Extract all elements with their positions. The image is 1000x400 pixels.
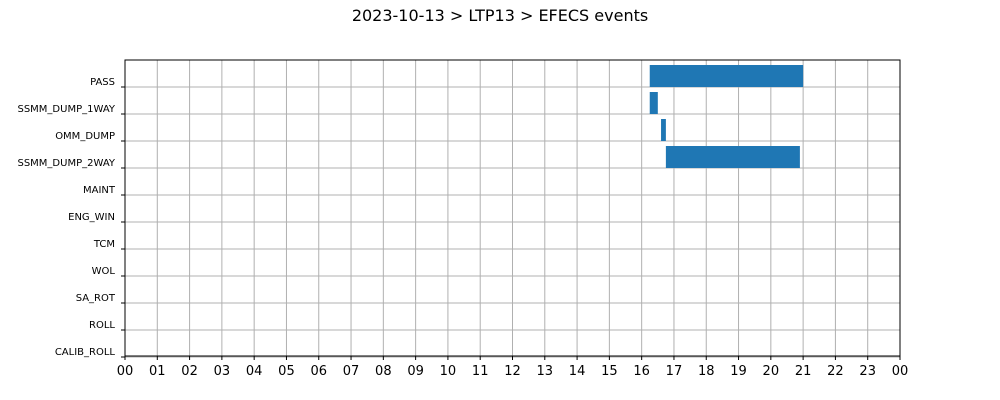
- x-tick-label: 14: [569, 364, 586, 379]
- y-tick-label: SA_ROT: [76, 293, 116, 304]
- chart-title: 2023-10-13 > LTP13 > EFECS events: [351, 6, 649, 25]
- event-bar-pass: [649, 65, 804, 87]
- x-tick-label: 10: [440, 364, 457, 379]
- y-tick-label: ROLL: [89, 320, 115, 331]
- x-tick-label: 05: [278, 364, 295, 379]
- x-tick-label: 22: [827, 364, 844, 379]
- x-tick-label: 21: [795, 364, 812, 379]
- grid-layer: [124, 60, 901, 358]
- x-tick-label: 03: [214, 364, 231, 379]
- x-tick-label: 23: [859, 364, 876, 379]
- x-tick-label: 06: [310, 364, 327, 379]
- x-tick-label: 20: [763, 364, 780, 379]
- event-bar-ssmm-dump-2way: [665, 146, 800, 168]
- x-tick-label: 17: [666, 364, 683, 379]
- x-tick-label: 02: [181, 364, 198, 379]
- x-tick-label: 15: [601, 364, 618, 379]
- x-tick-label: 13: [537, 364, 554, 379]
- x-tick-label: 08: [375, 364, 392, 379]
- x-tick-label: 04: [246, 364, 263, 379]
- tick-layer: 00 01 02 03 04 05 06 07 08 09 10 11 12 13 14 15 16 17 18 19…: [17, 77, 908, 379]
- y-tick-label: ENG_WIN: [68, 212, 115, 223]
- x-tick-label: 09: [407, 364, 424, 379]
- x-tick-label: 19: [730, 364, 747, 379]
- x-tick-label: 07: [343, 364, 360, 379]
- y-tick-label: PASS: [90, 77, 115, 88]
- y-tick-label: TCM: [93, 239, 115, 250]
- y-tick-label: SSMM_DUMP_1WAY: [17, 104, 115, 115]
- y-tick-label: CALIB_ROLL: [55, 347, 116, 358]
- x-tick-label: 18: [698, 364, 715, 379]
- x-tick-label: 00: [117, 364, 134, 379]
- y-tick-label: WOL: [92, 266, 116, 277]
- x-tick-label: 11: [472, 364, 489, 379]
- y-tick-label: MAINT: [83, 185, 116, 196]
- bar-layer: [649, 65, 804, 168]
- x-tick-label: 16: [633, 364, 650, 379]
- y-tick-label: OMM_DUMP: [55, 131, 115, 142]
- y-tick-label: SSMM_DUMP_2WAY: [17, 158, 115, 169]
- event-bar-ssmm-dump-1way: [649, 92, 658, 114]
- event-bar-omm-dump: [661, 119, 666, 141]
- x-tick-label: 00: [892, 364, 909, 379]
- x-tick-label: 12: [504, 364, 521, 379]
- x-tick-label: 01: [149, 364, 166, 379]
